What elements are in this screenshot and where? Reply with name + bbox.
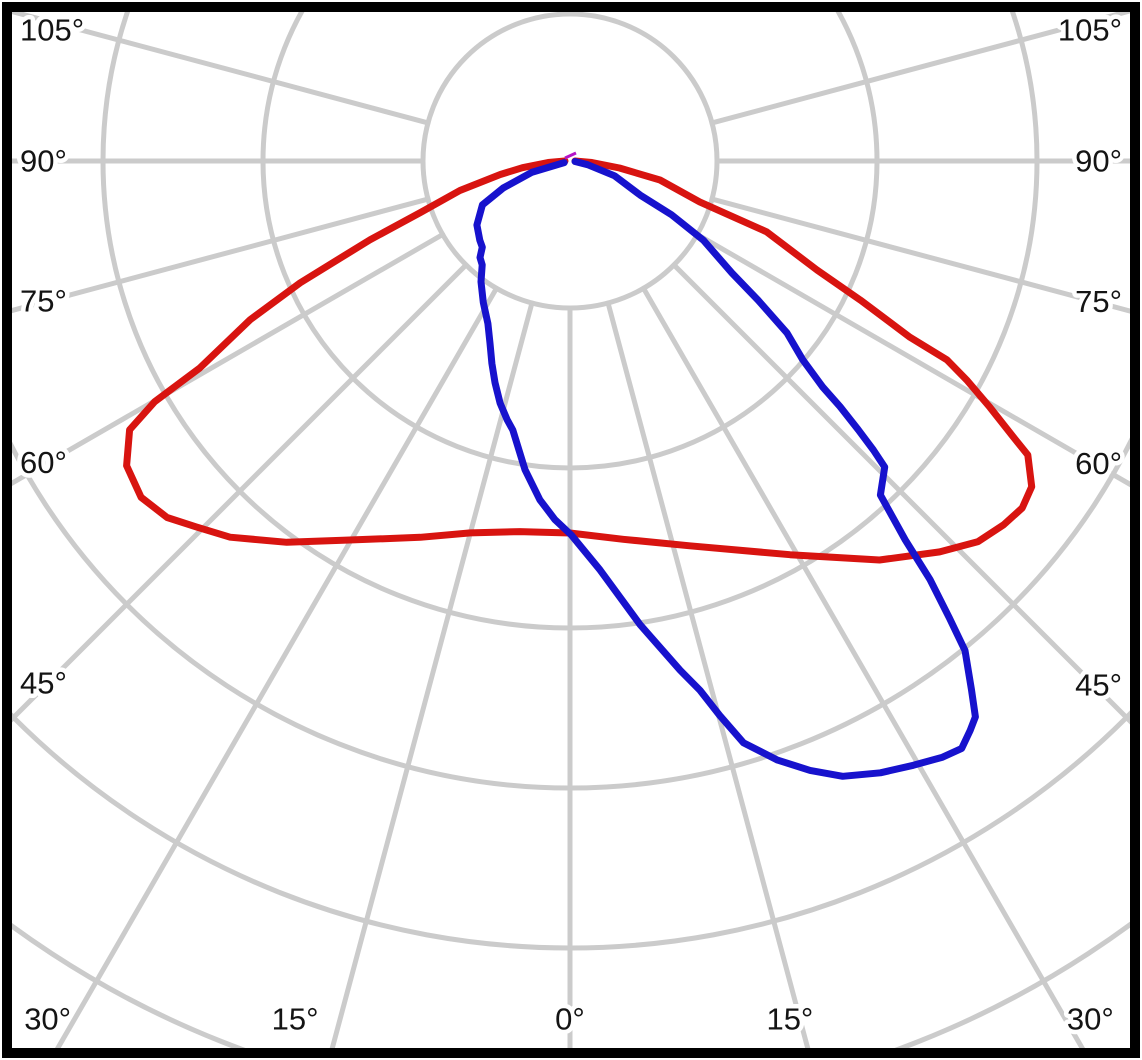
grid-ray bbox=[641, 285, 1085, 1048]
grid-ray bbox=[12, 196, 431, 314]
angle-tick-label: 15° bbox=[272, 1002, 319, 1037]
grid-ray bbox=[605, 300, 811, 1048]
apex-marker bbox=[564, 151, 577, 160]
grid-ray bbox=[12, 262, 469, 723]
angle-tick-label: 75° bbox=[1075, 284, 1122, 319]
angle-labels-layer: 105° 90° 75° 60° 45° 105° 90° 75° 60° 45° 30° 15° 0°… bbox=[16, 8, 1127, 1041]
angle-tick-label: 60° bbox=[1075, 446, 1122, 481]
angle-tick-label: 75° bbox=[20, 283, 67, 318]
angle-tick-label: 45° bbox=[1075, 668, 1122, 703]
angle-tick-label: 45° bbox=[20, 666, 67, 701]
angle-tick-label: 0° bbox=[555, 1002, 585, 1037]
grid-ray bbox=[671, 262, 1130, 725]
grid-ray bbox=[709, 196, 1130, 314]
angle-tick-label: 105° bbox=[1058, 13, 1122, 48]
angle-tick-label: 60° bbox=[20, 445, 67, 480]
angle-tick-label: 15° bbox=[766, 1002, 813, 1037]
angle-tick-label: 90° bbox=[1075, 144, 1122, 179]
red-curve-path bbox=[123, 157, 1036, 564]
grid-ray bbox=[709, 12, 1130, 126]
grid-ray bbox=[694, 232, 1130, 488]
grid-ray bbox=[329, 300, 535, 1048]
grid-ray bbox=[12, 12, 431, 126]
grid-ray bbox=[12, 232, 446, 487]
angle-tick-label: 105° bbox=[20, 13, 84, 48]
angle-tick-label: 90° bbox=[20, 144, 67, 179]
angle-tick-label: 30° bbox=[1067, 1002, 1114, 1037]
blue-curve-path bbox=[473, 158, 979, 780]
curves-layer bbox=[123, 157, 1036, 780]
grid-ray bbox=[55, 285, 499, 1048]
angle-tick-label: 30° bbox=[24, 1002, 71, 1037]
